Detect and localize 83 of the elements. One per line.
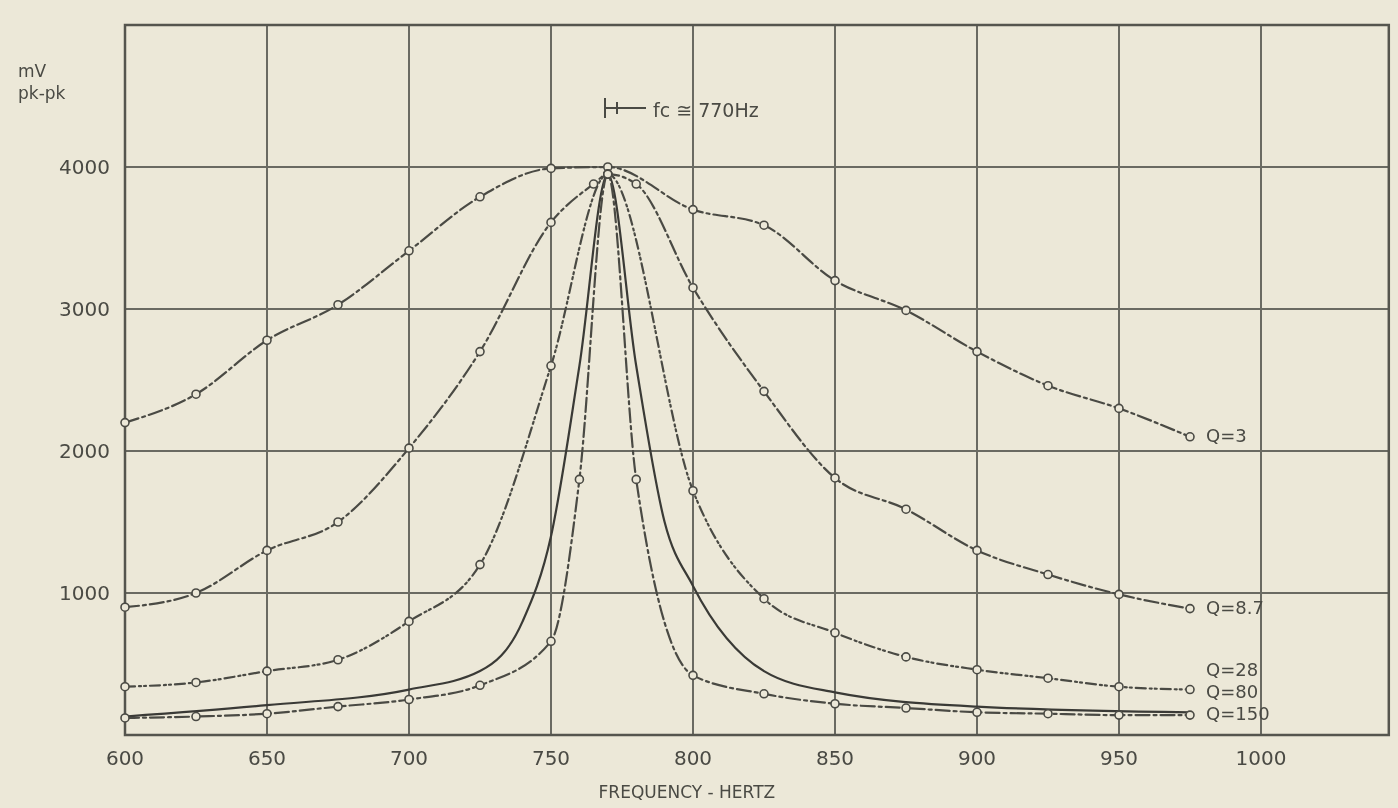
point — [588, 179, 599, 189]
point — [1185, 432, 1195, 442]
point — [830, 698, 840, 709]
point — [759, 386, 769, 397]
y-tick-label: 3000 — [59, 297, 110, 321]
point — [120, 713, 130, 723]
x-axis-title: FREQUENCY - HERTZ — [598, 782, 776, 802]
point — [972, 664, 982, 675]
x-tick-label: 850 — [815, 746, 855, 770]
point — [546, 217, 556, 228]
point — [1043, 708, 1053, 719]
point — [972, 707, 982, 718]
x-tick-label: 800 — [673, 746, 713, 770]
point — [120, 602, 130, 612]
point — [262, 708, 272, 719]
x-tick-label: 700 — [389, 746, 429, 770]
point — [404, 245, 414, 256]
y-tick-label: 4000 — [59, 155, 110, 179]
point — [1185, 684, 1195, 695]
point — [546, 636, 556, 647]
point — [830, 275, 840, 286]
point — [546, 163, 556, 174]
point — [759, 593, 769, 604]
point — [1114, 403, 1124, 414]
point — [120, 417, 130, 428]
x-tick-label: 750 — [531, 746, 571, 770]
point — [688, 282, 698, 293]
point — [688, 204, 698, 215]
y-tick-label: 1000 — [59, 581, 110, 605]
point — [688, 670, 698, 681]
y-axis-title: mV pk-pk — [18, 61, 66, 103]
point — [404, 443, 414, 453]
point — [1185, 603, 1195, 614]
point — [333, 701, 343, 712]
point — [475, 680, 485, 691]
point — [901, 652, 911, 662]
point — [1114, 589, 1124, 600]
point — [631, 179, 641, 189]
point — [688, 485, 698, 496]
point — [901, 305, 911, 316]
point — [404, 616, 414, 627]
point — [1114, 710, 1124, 720]
x-tick-label: 950 — [1099, 746, 1139, 770]
y-tick-label: 2000 — [59, 439, 110, 463]
point — [830, 473, 840, 483]
point — [1185, 710, 1195, 720]
point — [120, 681, 130, 692]
point — [191, 588, 201, 598]
point — [262, 335, 272, 346]
point — [475, 559, 485, 570]
point — [191, 389, 201, 399]
annotation: fc ≅ 770Hz — [653, 99, 759, 121]
point — [1043, 380, 1053, 391]
x-tick-label: 900 — [957, 746, 997, 770]
point — [191, 677, 201, 688]
point — [333, 654, 343, 665]
point — [830, 627, 840, 638]
point — [333, 517, 343, 527]
series-label: Q=80 — [1206, 681, 1259, 703]
point — [901, 703, 911, 713]
point — [972, 346, 982, 357]
x-tick-label: 1000 — [1235, 746, 1287, 770]
point — [1043, 673, 1053, 683]
point — [574, 474, 585, 485]
point — [475, 192, 485, 202]
series-label: Q=3 — [1206, 424, 1247, 446]
point — [1043, 569, 1053, 580]
point — [404, 694, 414, 705]
point — [262, 666, 272, 676]
point — [1114, 681, 1124, 692]
point — [262, 545, 272, 556]
point — [191, 711, 201, 722]
x-tick-label: 600 — [105, 746, 145, 770]
point — [759, 689, 769, 699]
x-tick-label: 650 — [247, 746, 287, 770]
point — [759, 220, 769, 231]
point — [333, 299, 343, 310]
point — [475, 346, 485, 357]
series-label: Q=28 — [1206, 659, 1259, 681]
point — [546, 361, 556, 371]
point — [901, 504, 911, 515]
point — [631, 474, 641, 485]
point — [972, 545, 982, 556]
